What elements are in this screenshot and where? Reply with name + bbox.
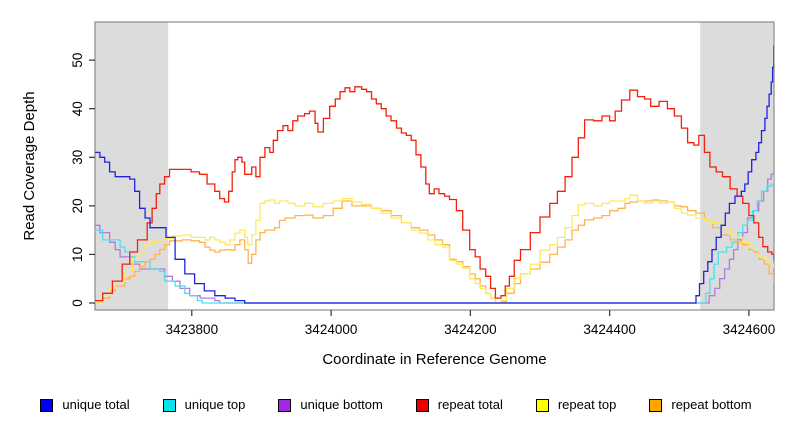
series-line-repeat-bottom [95, 199, 774, 304]
x-tick-label: 3423800 [166, 322, 219, 337]
legend-swatch-repeat-bottom [649, 398, 663, 412]
x-axis-title: Coordinate in Reference Genome [322, 351, 546, 368]
legend-label-repeat-bottom: repeat bottom [671, 397, 752, 412]
series-line-unique-top [95, 174, 774, 304]
legend-swatch-repeat-top [535, 398, 549, 412]
series-line-repeat-total [95, 86, 774, 302]
x-tick-label: 3424000 [305, 322, 358, 337]
legend-swatch-unique-top [162, 398, 176, 412]
y-tick-label: 20 [70, 198, 85, 213]
coverage-depth-plot: 3423800 3424000 3424200 3424400 3424600 0 10 20… [21, 21, 776, 368]
series-line-unique-total [95, 45, 774, 304]
y-axis-title: Read Coverage Depth [21, 91, 38, 240]
legend-item-repeat-top: repeat top [535, 396, 617, 414]
y-tick-label: 40 [70, 101, 85, 116]
legend-label-repeat-total: repeat total [437, 397, 503, 412]
legend-item-repeat-total: repeat total [415, 396, 503, 414]
legend-item-unique-total: unique total [40, 396, 130, 414]
legend: unique total unique top unique bottom repea… [0, 396, 792, 414]
legend-label-unique-bottom: unique bottom [300, 397, 383, 412]
legend-swatch-unique-total [40, 398, 54, 412]
legend-label-repeat-top: repeat top [557, 397, 617, 412]
x-tick-label: 3424400 [583, 322, 636, 337]
plot-box [94, 21, 775, 311]
x-tick-label: 3424200 [444, 322, 497, 337]
legend-item-unique-bottom: unique bottom [278, 396, 383, 414]
y-tick-label: 50 [70, 53, 85, 68]
legend-item-unique-top: unique top [162, 396, 246, 414]
legend-label-unique-top: unique top [184, 397, 246, 412]
legend-label-unique-total: unique total [62, 397, 130, 412]
legend-item-repeat-bottom: repeat bottom [649, 396, 752, 414]
legend-swatch-repeat-total [415, 398, 429, 412]
legend-swatch-unique-bottom [278, 398, 292, 412]
y-tick-label: 10 [70, 247, 85, 262]
shaded-region-right [700, 22, 774, 310]
series-line-repeat-top [95, 194, 774, 304]
y-tick-label: 30 [70, 150, 85, 165]
shaded-region-left [95, 22, 169, 310]
y-tick-label: 0 [70, 299, 85, 307]
x-tick-label: 3424600 [723, 322, 776, 337]
